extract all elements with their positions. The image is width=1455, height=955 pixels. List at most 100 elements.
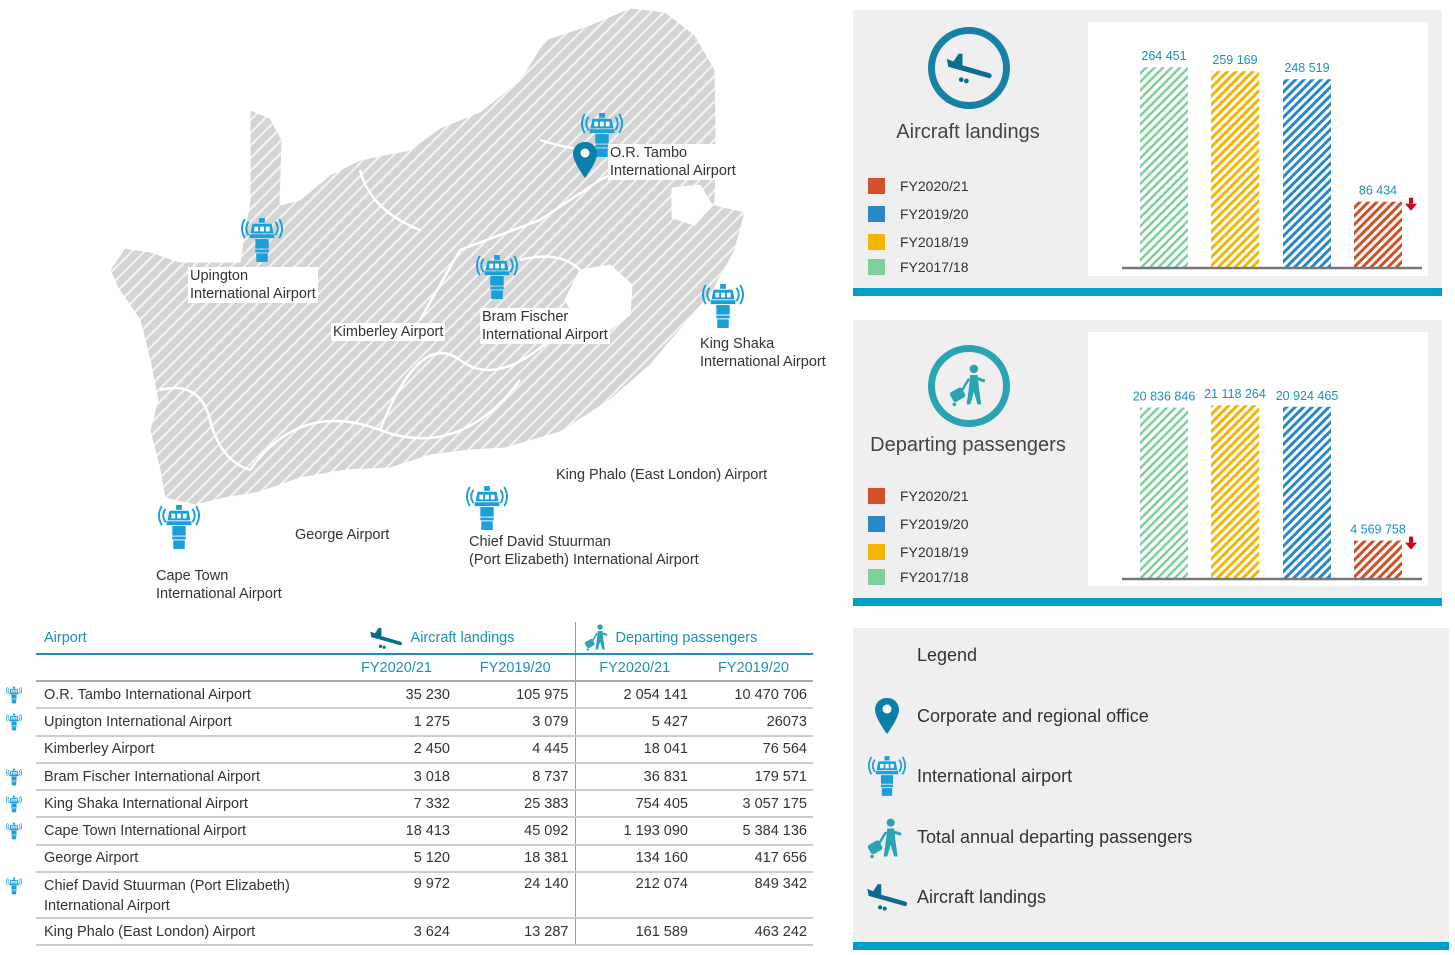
table-row: Cape Town International Airport 18 413 45 … xyxy=(36,817,813,846)
airport-name: George Airport xyxy=(36,844,337,874)
table-subheader: FY2020/21 FY2019/20 FY2020/21 FY2019/20 xyxy=(36,654,813,682)
data-label: 20 924 465 xyxy=(1276,389,1339,403)
data-label: 264 451 xyxy=(1141,49,1186,63)
decline-arrow-stem xyxy=(1409,197,1413,204)
table-cell: 5 120 xyxy=(337,844,456,874)
international-airport-icon xyxy=(6,768,22,786)
table-row: George Airport 5 120 18 381 134 160 417 656 xyxy=(36,844,813,874)
legend-fy2017-18: FY2017/18 xyxy=(868,569,969,585)
label-king-phalo: King Phalo (East London) Airport xyxy=(556,467,768,483)
table-row: King Phalo (East London) Airport 3 624 13 … xyxy=(36,918,813,947)
table-cell: 1 275 xyxy=(337,708,456,737)
data-label: 21 118 264 xyxy=(1204,387,1266,401)
table-cell: 849 342 xyxy=(694,872,813,920)
bar-FY2020-21 xyxy=(1354,540,1402,578)
international-airport-icon xyxy=(702,284,744,328)
table-cell: 134 160 xyxy=(575,844,694,874)
plane-icon xyxy=(367,626,405,650)
table-row: Kimberley Airport 2 450 4 445 18 041 76 564 xyxy=(36,735,813,764)
label-king-shaka: King Shaka International Airport xyxy=(700,336,826,370)
subheader: FY2019/20 xyxy=(694,654,813,682)
table-cell: 3 624 xyxy=(337,918,456,947)
decline-arrow-icon xyxy=(1405,542,1417,550)
map-outline xyxy=(109,7,746,506)
table-cell: 24 140 xyxy=(456,872,576,920)
departing-passengers-icon xyxy=(928,345,1010,427)
departing-passengers-panel: Departing passengers FY2020/21 FY2019/20… xyxy=(853,320,1442,606)
legend-landings: Aircraft landings xyxy=(917,887,1047,907)
table-cell: 1 193 090 xyxy=(575,817,694,846)
table-cell: 26073 xyxy=(694,708,813,737)
map-legend: Legend Corporate and regional office Int… xyxy=(853,628,1449,950)
airport-name: Bram Fischer International Airport xyxy=(36,762,337,792)
col-passengers: Departing passengers xyxy=(575,622,813,655)
data-label: 86 434 xyxy=(1359,184,1397,198)
table-cell: 25 383 xyxy=(456,790,576,819)
legend-title: Legend xyxy=(917,645,978,665)
table-cell: 18 041 xyxy=(575,735,694,764)
table-row: Chief David Stuurman (Port Elizabeth) Int… xyxy=(36,872,813,920)
legend-fy2018-19: FY2018/19 xyxy=(868,234,969,250)
aircraft-landings-icon xyxy=(928,27,1010,109)
label-upington: Upington International Airport xyxy=(188,267,318,303)
table-cell: 76 564 xyxy=(694,735,813,764)
legend-fy2020-21: FY2020/21 xyxy=(868,178,969,194)
table-cell: 9 972 xyxy=(337,872,456,920)
table-cell: 161 589 xyxy=(575,918,694,947)
table-row: Upington International Airport 1 275 3 079… xyxy=(36,708,813,737)
airport-name: Upington International Airport xyxy=(36,708,337,737)
bar-FY2017-18 xyxy=(1140,407,1188,578)
legend-passengers: Total annual departing passengers xyxy=(917,827,1193,847)
table-cell: 18 381 xyxy=(456,844,576,874)
label-chief-david: Chief David Stuurman (Port Elizabeth) Int… xyxy=(469,534,699,568)
table-cell: 8 737 xyxy=(456,762,576,792)
international-airport-icon xyxy=(158,505,200,549)
col-landings: Aircraft landings xyxy=(337,622,576,655)
table-cell: 3 018 xyxy=(337,762,456,792)
table-row: O.R. Tambo International Airport 35 230 10… xyxy=(36,681,813,710)
bar-FY2017-18 xyxy=(1140,67,1188,267)
table-cell: 10 470 706 xyxy=(694,681,813,710)
table-cell: 3 057 175 xyxy=(694,790,813,819)
passenger-icon xyxy=(582,624,612,652)
table-cell: 5 427 xyxy=(575,708,694,737)
passenger-icon xyxy=(865,818,907,860)
table-cell: 3 079 xyxy=(456,708,576,737)
table-cell: 36 831 xyxy=(575,762,694,792)
subheader: FY2020/21 xyxy=(337,654,456,682)
airport-name: Cape Town International Airport xyxy=(36,817,337,846)
decline-arrow-icon xyxy=(1405,203,1417,211)
international-airport-icon xyxy=(6,822,22,840)
airport-name: Chief David Stuurman (Port Elizabeth) Int… xyxy=(36,872,337,920)
panel-title: Aircraft landings xyxy=(896,121,1040,143)
airport-name: King Phalo (East London) Airport xyxy=(36,918,337,947)
table-header: Airport Aircraft landings Departing pass… xyxy=(36,622,813,655)
legend-office: Corporate and regional office xyxy=(917,706,1149,726)
data-label: 4 569 758 xyxy=(1350,523,1406,537)
international-airport-icon xyxy=(476,255,518,299)
international-airport-icon xyxy=(6,713,22,731)
legend-fy2019-20: FY2019/20 xyxy=(868,206,969,222)
table-cell: 13 287 xyxy=(456,918,576,947)
data-label: 248 519 xyxy=(1284,61,1329,75)
airport-name: King Shaka International Airport xyxy=(36,790,337,819)
international-airport-icon xyxy=(868,756,906,796)
legend-fy2017-18: FY2017/18 xyxy=(868,259,969,275)
airport-name: O.R. Tambo International Airport xyxy=(36,681,337,710)
bar-FY2019-20 xyxy=(1283,406,1331,578)
table-cell: 2 450 xyxy=(337,735,456,764)
data-label: 20 836 846 xyxy=(1133,390,1196,404)
table-cell: 463 242 xyxy=(694,918,813,947)
label-george: George Airport xyxy=(295,527,390,543)
label-bram-fischer: Bram Fischer International Airport xyxy=(480,308,610,344)
table-cell: 2 054 141 xyxy=(575,681,694,710)
departing-passengers-chart: 20 836 846 21 118 264 20 924 465 4 569 758 xyxy=(1088,332,1428,586)
label-kimberley: Kimberley Airport xyxy=(331,323,446,341)
international-airport-icon xyxy=(6,795,22,813)
bar-FY2020-21 xyxy=(1354,201,1402,267)
bar-FY2018-19 xyxy=(1211,405,1259,578)
table-cell: 35 230 xyxy=(337,681,456,710)
subheader: FY2020/21 xyxy=(575,654,694,682)
office-pin-icon xyxy=(573,142,597,178)
table-cell: 212 074 xyxy=(575,872,694,920)
